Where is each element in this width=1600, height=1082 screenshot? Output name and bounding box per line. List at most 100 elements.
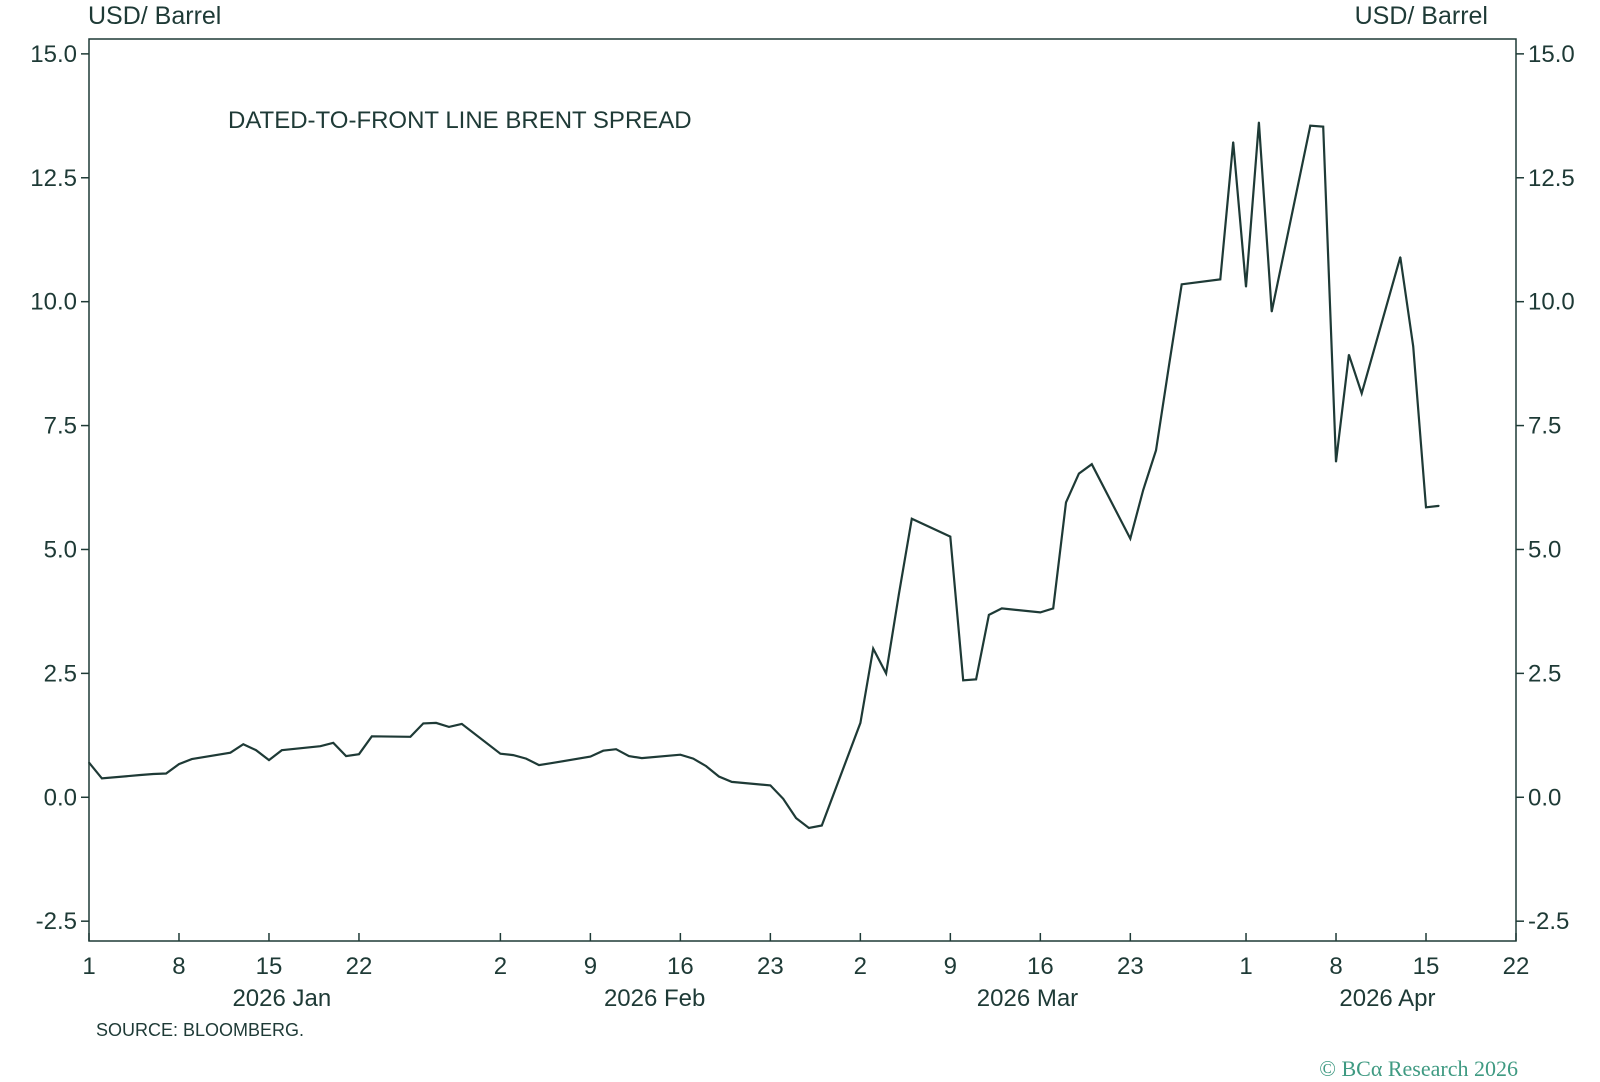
y-tick-label-right: -2.5 [1528,908,1569,935]
data-point [422,722,425,725]
data-point [512,754,515,756]
data-point [281,749,283,751]
y-axis-left-unit-label: USD/ Barrel [88,2,222,30]
data-point [692,757,695,760]
data-point [975,678,977,681]
y-tick-label-left: 7.5 [44,413,77,440]
data-point [448,726,450,728]
x-tick-label: 1 [82,953,95,980]
x-tick-label: 9 [584,953,597,980]
data-point [1425,506,1427,509]
data-point [1270,310,1273,313]
x-tick-label: 22 [1503,953,1530,980]
data-point [229,751,232,754]
data-point [769,784,772,787]
y-tick-label-left: -2.5 [36,908,77,935]
data-point [820,824,823,827]
data-point [718,775,720,778]
data-point [538,764,540,766]
y-tick-label-right: 10.0 [1528,289,1575,316]
data-point [628,755,630,757]
data-point [1155,449,1157,452]
data-point [988,614,990,616]
y-tick-label-right: 7.5 [1528,413,1561,440]
y-tick-label-left: 0.0 [44,784,77,811]
month-label: 2026 Feb [604,985,705,1012]
data-point [435,722,437,724]
data-point [1245,286,1247,288]
data-point [409,736,412,738]
y-tick-label-left: 2.5 [44,660,77,687]
x-tick-label: 8 [172,953,185,980]
data-point [551,762,553,764]
data-point [1090,463,1093,466]
data-point [679,753,682,756]
x-tick-label: 22 [346,953,373,980]
data-point [1065,501,1067,504]
data-point [255,749,257,751]
data-point [332,741,335,744]
data-point [705,765,707,767]
data-point [525,757,527,760]
data-point [268,759,270,761]
data-point [1348,353,1350,356]
month-label: 2026 Apr [1339,985,1435,1012]
data-point [88,761,90,764]
x-tick-label: 16 [667,953,694,980]
data-point [139,774,142,776]
data-point [1078,472,1080,475]
y-tick-label-left: 5.0 [44,536,77,563]
data-point [910,517,913,520]
data-point [319,745,322,748]
data-point [1232,141,1234,143]
x-tick-label: 23 [757,953,784,980]
data-point [1000,607,1003,610]
data-point [345,755,347,757]
data-point [641,757,643,759]
data-point [101,777,103,780]
y-tick-label-right: 0.0 [1528,784,1561,811]
data-point [1399,256,1402,258]
x-tick-label: 15 [256,953,283,980]
data-point [730,781,733,783]
data-point [949,535,952,538]
data-point [461,723,463,725]
data-point [152,773,155,775]
x-tick-label: 8 [1329,953,1342,980]
y-tick-label-right: 12.5 [1528,165,1575,192]
data-point [1438,505,1440,507]
data-point [602,749,605,752]
data-point [1129,537,1132,540]
data-point [795,817,797,819]
data-point [962,679,964,682]
data-point [898,593,900,595]
data-point [1052,607,1054,610]
data-point [1180,283,1183,286]
x-tick-label: 23 [1117,953,1144,980]
data-point [499,752,502,755]
chart-title: DATED-TO-FRONT LINE BRENT SPREAD [228,107,692,134]
data-point [165,772,167,775]
x-tick-label: 1 [1239,953,1252,980]
data-point [1168,365,1170,367]
y-tick-label-left: 10.0 [30,289,77,316]
y-tick-label-left: 12.5 [30,165,77,192]
month-label: 2026 Mar [977,985,1078,1012]
x-tick-label: 2 [494,953,507,980]
data-point [1039,611,1042,614]
data-point [615,748,617,751]
y-axis-right-unit-label: USD/ Barrel [1354,2,1488,30]
x-tick-label: 15 [1413,953,1440,980]
series-line [88,122,1440,830]
source-note: SOURCE: BLOOMBERG. [96,1020,305,1040]
data-point [782,797,785,800]
y-tick-label-left: 15.0 [30,41,77,68]
data-point [1322,125,1324,128]
data-point [1258,121,1260,124]
data-point [371,735,373,738]
x-tick-label: 2 [854,953,867,980]
data-point [358,753,360,755]
data-point [242,743,245,746]
